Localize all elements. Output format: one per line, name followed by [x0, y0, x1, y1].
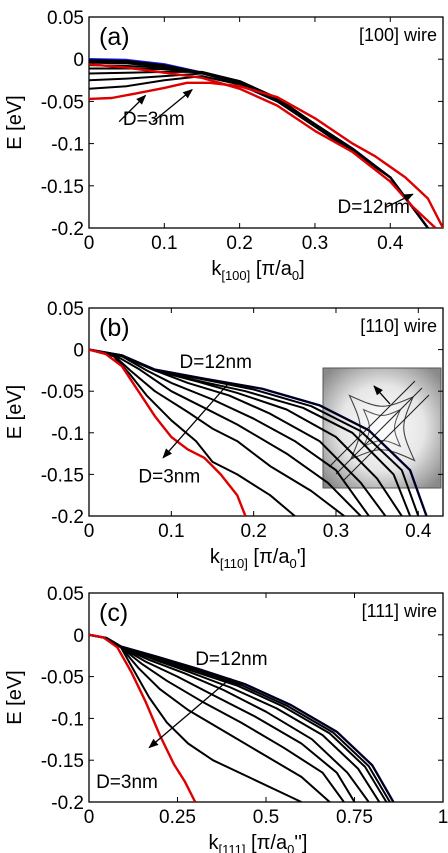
- x-tick-label: 0.1: [151, 233, 177, 254]
- x-tick-label: 0.2: [240, 521, 266, 542]
- annotation-label: D=12nm: [180, 352, 252, 373]
- plot-frame: [88, 16, 444, 229]
- series-line: [89, 81, 443, 228]
- y-tick-label: 0.05: [47, 8, 84, 29]
- x-axis-label-part: 0: [289, 556, 296, 571]
- y-axis-label: E [eV]: [4, 95, 26, 149]
- series-line: [89, 63, 437, 228]
- y-tick-label: 0.05: [47, 299, 84, 320]
- x-axis-label-part: [π/a: [245, 832, 287, 853]
- curves: [89, 58, 443, 228]
- y-tick-label: -0.15: [41, 465, 84, 486]
- y-tick-label: -0.1: [51, 709, 84, 730]
- y-tick-label: -0.05: [41, 668, 84, 689]
- wire-label: [100] wire: [359, 25, 437, 45]
- x-axis-label-part: [111]: [218, 842, 245, 853]
- y-tick-label: -0.05: [41, 382, 84, 403]
- y-tick-label: 0: [73, 626, 84, 647]
- x-tick-label: 0: [84, 233, 95, 254]
- x-tick-label: 0.3: [302, 233, 328, 254]
- x-axis-label-part: [110]: [220, 556, 248, 571]
- series-line: [89, 348, 247, 516]
- y-tick-label: 0: [73, 50, 84, 71]
- x-tick-label: 0: [84, 807, 95, 828]
- series-line: [89, 348, 345, 516]
- x-tick-label: 0.25: [159, 807, 196, 828]
- x-axis-label: k[110] [π/a0']: [210, 546, 306, 571]
- curves: [89, 348, 428, 516]
- x-tick-label: 0.1: [158, 521, 184, 542]
- plot-frame: [88, 592, 444, 803]
- series-line: [89, 348, 428, 516]
- x-tick-label: 0: [84, 521, 95, 542]
- annotation-label: D=3nm: [138, 467, 200, 488]
- series-line: [89, 348, 362, 516]
- annotation-arrow: [148, 677, 232, 749]
- y-tick-label: -0.15: [41, 177, 84, 198]
- inset-arrow: [373, 385, 391, 405]
- x-axis-label-part: ]: [299, 258, 305, 280]
- panel-label: (b): [99, 314, 130, 342]
- annotation-arrow: [118, 94, 147, 123]
- annotation-label: D=3nm: [123, 109, 185, 130]
- y-tick-label: -0.2: [51, 507, 84, 528]
- y-axis-label: E [eV]: [4, 670, 26, 724]
- annotation-label: D=12nm: [195, 649, 267, 670]
- x-axis-label: k[100] [π/a0]: [211, 258, 304, 283]
- panel-c: 0.050-0.05-0.1-0.15-0.20 0.25 0.5 0.75 1D=12…: [4, 584, 448, 853]
- x-tick-label: 0.3: [323, 521, 349, 542]
- y-axis-label: E [eV]: [4, 385, 26, 439]
- x-axis-label-part: [π/a: [250, 258, 292, 280]
- x-tick-label: 0.4: [405, 521, 432, 542]
- y-tick-label: 0.05: [47, 584, 84, 605]
- y-tick-label: -0.2: [51, 793, 84, 814]
- k-direction-line: [342, 394, 430, 482]
- panel-label: (a): [99, 23, 130, 51]
- x-axis-label-part: 0: [287, 842, 294, 853]
- x-tick-label: 0.2: [226, 233, 252, 254]
- x-tick-label: 0.5: [253, 807, 279, 828]
- k-direction-line: [335, 387, 423, 475]
- x-tick-label: 1: [438, 807, 448, 828]
- x-axis-label-part: k: [211, 258, 222, 280]
- x-axis-label-part: k: [210, 546, 221, 568]
- wire-label: [111] wire: [362, 601, 437, 621]
- y-tick-label: -0.1: [51, 135, 84, 156]
- x-axis-label-part: k: [208, 832, 219, 853]
- annotation-arrow: [162, 382, 230, 459]
- x-axis-label: k[111] [π/a0'']: [208, 832, 307, 853]
- k-direction-line: [328, 380, 416, 468]
- x-axis-label-part: [π/a: [248, 546, 290, 568]
- y-tick-label: 0: [73, 341, 84, 362]
- x-axis-label-part: [100]: [221, 268, 250, 283]
- x-axis-label-part: '']: [294, 832, 307, 853]
- panel-label: (c): [99, 599, 128, 627]
- series-line: [89, 633, 197, 802]
- annotation-label: D=12nm: [338, 197, 410, 218]
- panel-a: 0.050-0.05-0.1-0.15-0.20 0.1 0.2 0.3 0.4D=3n…: [4, 8, 444, 283]
- curves: [89, 633, 395, 802]
- y-tick-label: -0.15: [41, 751, 84, 772]
- x-tick-label: 0.75: [336, 807, 373, 828]
- annotation-arrow: [152, 88, 193, 123]
- y-tick-label: -0.05: [41, 92, 84, 113]
- y-tick-label: -0.2: [51, 219, 84, 240]
- series-line: [89, 633, 395, 802]
- x-axis-label-part: ']: [297, 546, 306, 568]
- x-axis-label-part: 0: [292, 268, 299, 283]
- panel-b: 0.050-0.05-0.1-0.15-0.20 0.1 0.2 0.3 0.4D=12…: [4, 299, 444, 571]
- wire-label: [110] wire: [360, 316, 437, 336]
- x-tick-label: 0.4: [377, 233, 404, 254]
- annotation-arrow: [386, 193, 414, 208]
- y-tick-label: -0.1: [51, 424, 84, 445]
- annotation-label: D=3nm: [96, 772, 158, 793]
- series-line: [89, 348, 370, 516]
